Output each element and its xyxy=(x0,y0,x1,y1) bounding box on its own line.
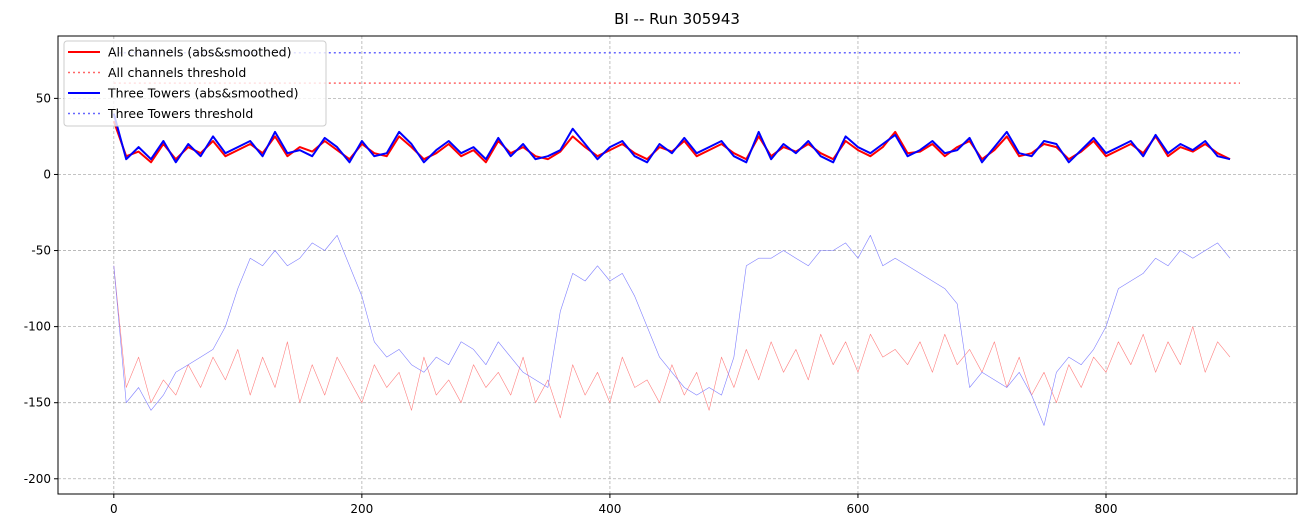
chart-title: BI -- Run 305943 xyxy=(614,10,740,28)
y-tick-label: -200 xyxy=(24,472,51,486)
legend-label: Three Towers (abs&smoothed) xyxy=(107,86,299,101)
x-tick-label: 400 xyxy=(598,502,621,516)
series-line-three-towers-raw- xyxy=(113,235,1231,426)
x-tick-label: 600 xyxy=(847,502,870,516)
series-line-three-towers-abs-smoothed- xyxy=(112,113,1231,164)
legend-box xyxy=(63,40,327,127)
x-tick-label: 200 xyxy=(350,502,373,516)
y-tick-label: -50 xyxy=(31,244,51,258)
legend-label: All channels (abs&smoothed) xyxy=(108,45,291,60)
ticks: 0 200 400 600 800 50 0 -50 -100 -150 -200 xyxy=(24,91,1118,516)
x-tick-label: 0 xyxy=(110,502,118,516)
legend-label: Three Towers threshold xyxy=(107,106,253,121)
y-tick-label: -100 xyxy=(24,320,51,334)
grid xyxy=(58,36,1297,494)
series-line-all-channels-raw- xyxy=(113,265,1231,419)
y-tick-label: 50 xyxy=(36,91,51,105)
y-tick-label: -150 xyxy=(24,396,51,410)
series-line-all-channels-abs-smoothed- xyxy=(112,120,1231,164)
y-tick-label: 0 xyxy=(43,167,51,181)
x-tick-label: 800 xyxy=(1095,502,1118,516)
legend-label: All channels threshold xyxy=(108,65,246,80)
legend: All channels (abs&smoothed) All channels … xyxy=(63,40,327,127)
axes-frame xyxy=(57,35,1298,495)
plot-lines xyxy=(112,51,1240,426)
